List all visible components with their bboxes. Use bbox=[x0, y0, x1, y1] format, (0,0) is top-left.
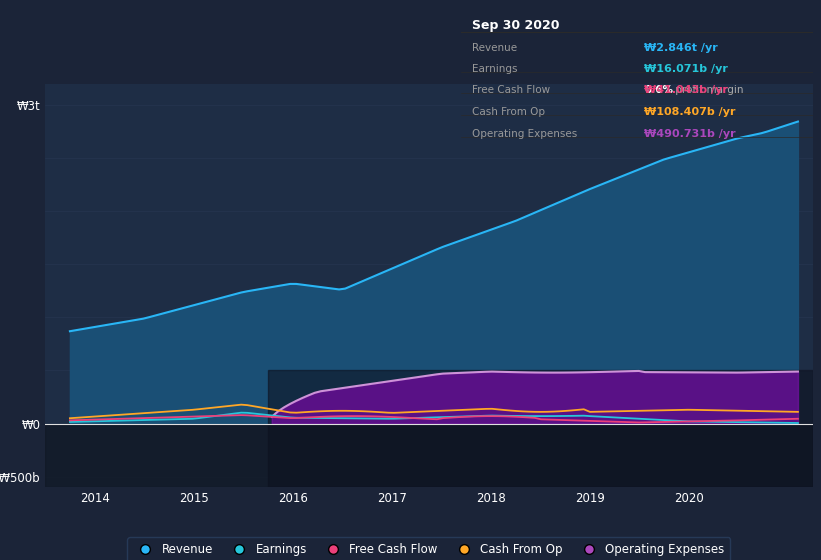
Text: Sep 30 2020: Sep 30 2020 bbox=[472, 19, 559, 32]
Text: ₩108.407b /yr: ₩108.407b /yr bbox=[644, 107, 736, 117]
Text: 0.6%: 0.6% bbox=[644, 85, 673, 95]
Text: Cash From Op: Cash From Op bbox=[472, 107, 545, 117]
Bar bbox=[268, 371, 813, 487]
Text: ₩490.731b /yr: ₩490.731b /yr bbox=[644, 129, 736, 139]
Text: ₩16.071b /yr: ₩16.071b /yr bbox=[644, 64, 728, 74]
Text: Free Cash Flow: Free Cash Flow bbox=[472, 85, 550, 95]
Text: ₩2.846t /yr: ₩2.846t /yr bbox=[644, 43, 718, 53]
Legend: Revenue, Earnings, Free Cash Flow, Cash From Op, Operating Expenses: Revenue, Earnings, Free Cash Flow, Cash … bbox=[127, 538, 731, 560]
Text: profit margin: profit margin bbox=[672, 85, 744, 95]
Text: Operating Expenses: Operating Expenses bbox=[472, 129, 577, 139]
Text: Earnings: Earnings bbox=[472, 64, 517, 74]
Bar bbox=[45, 424, 813, 487]
Text: ₩41.043b /yr: ₩41.043b /yr bbox=[644, 85, 728, 95]
Text: Revenue: Revenue bbox=[472, 43, 517, 53]
